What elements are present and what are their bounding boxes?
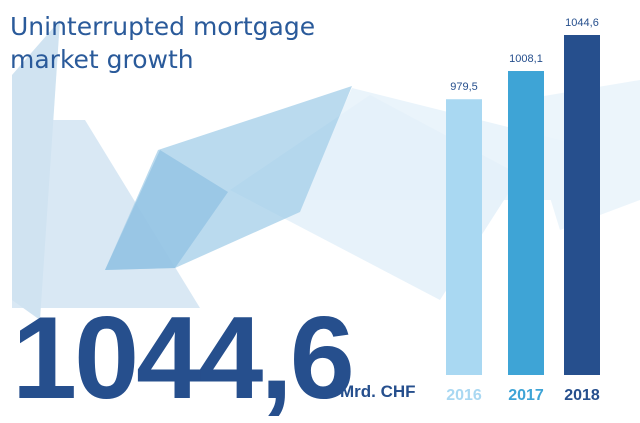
- chart-title: Uninterrupted mortgage market growth: [10, 10, 315, 76]
- bar-2018: [564, 35, 600, 375]
- category-label-2017: 2017: [508, 387, 544, 404]
- value-label-2016: 979,5: [450, 81, 478, 93]
- value-label-2017: 1008,1: [509, 53, 543, 65]
- headline-unit: Mrd. CHF: [340, 382, 416, 401]
- chart-title-line-1: Uninterrupted mortgage: [10, 12, 316, 41]
- chart-title-line-2: market growth: [10, 45, 194, 74]
- bar-2017: [508, 71, 544, 376]
- headline-value: 1044,6: [12, 292, 355, 423]
- background-shape: [105, 150, 228, 270]
- bar-2016: [446, 99, 482, 376]
- category-label-2018: 2018: [564, 387, 600, 404]
- category-label-2016: 2016: [446, 387, 482, 404]
- value-label-2018: 1044,6: [565, 17, 599, 29]
